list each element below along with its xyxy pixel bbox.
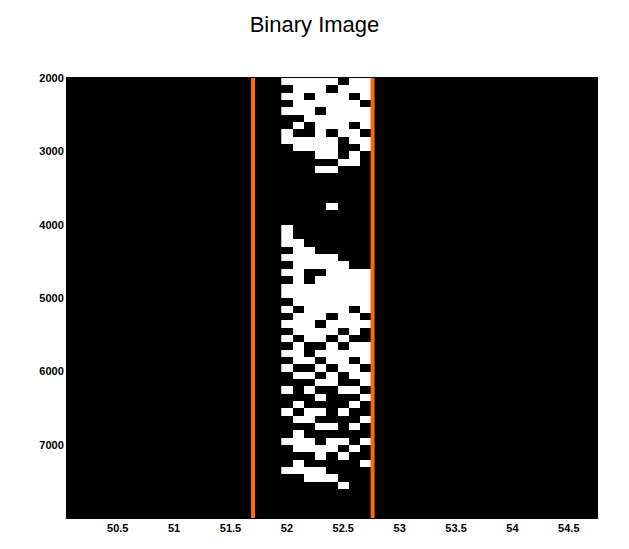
svg-text:50.5: 50.5 — [107, 522, 128, 534]
svg-text:53.5: 53.5 — [445, 522, 466, 534]
svg-text:6000: 6000 — [39, 365, 63, 377]
svg-text:2000: 2000 — [39, 72, 63, 84]
svg-text:54.5: 54.5 — [558, 522, 579, 534]
svg-text:51.5: 51.5 — [220, 522, 241, 534]
svg-text:53: 53 — [394, 522, 406, 534]
svg-text:4000: 4000 — [39, 219, 63, 231]
svg-text:5000: 5000 — [39, 292, 63, 304]
svg-text:51: 51 — [168, 522, 180, 534]
svg-text:52.5: 52.5 — [333, 522, 354, 534]
svg-text:7000: 7000 — [39, 439, 63, 451]
svg-text:Binary Image: Binary Image — [250, 12, 380, 37]
svg-text:54: 54 — [506, 522, 519, 534]
svg-text:52: 52 — [281, 522, 293, 534]
svg-text:3000: 3000 — [39, 145, 63, 157]
